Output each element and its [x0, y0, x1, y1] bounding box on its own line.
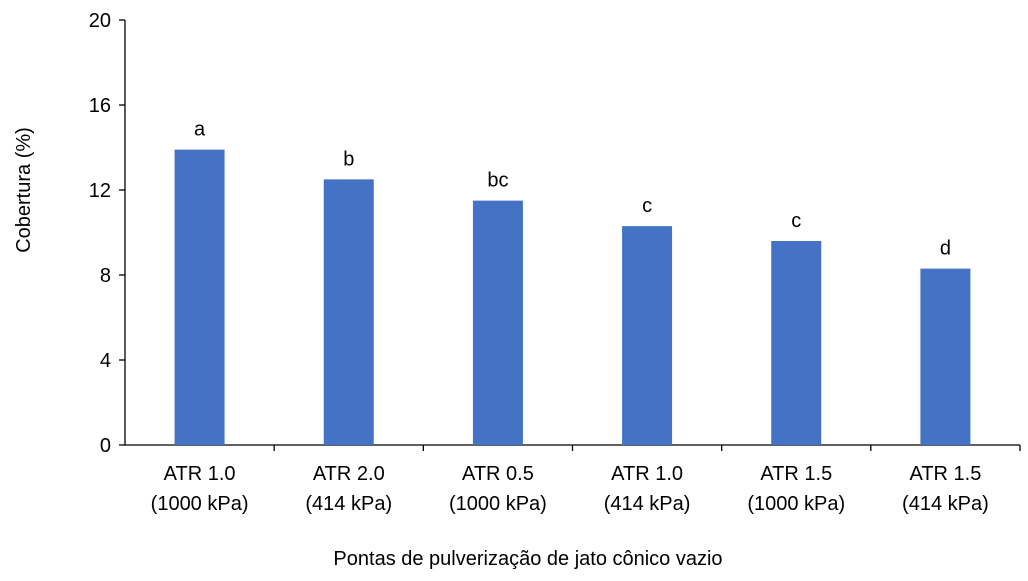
x-tick-label: ATR 0.5 — [462, 463, 534, 485]
x-tick-label: ATR 1.0 — [164, 463, 236, 485]
data-label: c — [642, 195, 652, 217]
y-tick-label: 12 — [89, 180, 111, 202]
x-tick-label: ATR 2.0 — [313, 463, 385, 485]
bar — [323, 179, 374, 445]
bar — [472, 200, 523, 445]
bar — [771, 241, 822, 445]
y-tick-label: 8 — [100, 265, 111, 287]
x-tick-label: (414 kPa) — [902, 493, 989, 515]
bar — [920, 268, 971, 445]
bars — [174, 149, 971, 445]
y-tick-label: 16 — [89, 95, 111, 117]
x-tick-label: (1000 kPa) — [449, 493, 547, 515]
y-tick-label: 20 — [89, 10, 111, 32]
x-tick-label: ATR 1.5 — [909, 463, 981, 485]
bar — [622, 226, 673, 445]
x-tick-label: (1000 kPa) — [151, 493, 249, 515]
labels: a ATR 1.0 (1000 kPa) b ATR 2.0 (414 kPa) bc ATR… — [151, 119, 989, 515]
x-tick-label: (414 kPa) — [604, 493, 691, 515]
axes: 0 4 8 12 16 20 — [89, 10, 1021, 457]
y-tick-label: 4 — [100, 350, 111, 372]
y-axis-title: Cobertura (%) — [13, 127, 35, 253]
data-label: c — [791, 210, 801, 232]
x-tick-label: ATR 1.0 — [611, 463, 683, 485]
bar — [174, 149, 225, 445]
x-tick-label: (414 kPa) — [305, 493, 392, 515]
y-tick-label: 0 — [100, 435, 111, 457]
x-axis-title: Pontas de pulverização de jato cônico va… — [333, 548, 722, 570]
data-label: b — [343, 148, 354, 170]
data-label: d — [940, 238, 951, 260]
data-label: a — [194, 119, 206, 141]
data-label: bc — [487, 170, 508, 192]
x-tick-label: ATR 1.5 — [760, 463, 832, 485]
x-tick-label: (1000 kPa) — [747, 493, 845, 515]
